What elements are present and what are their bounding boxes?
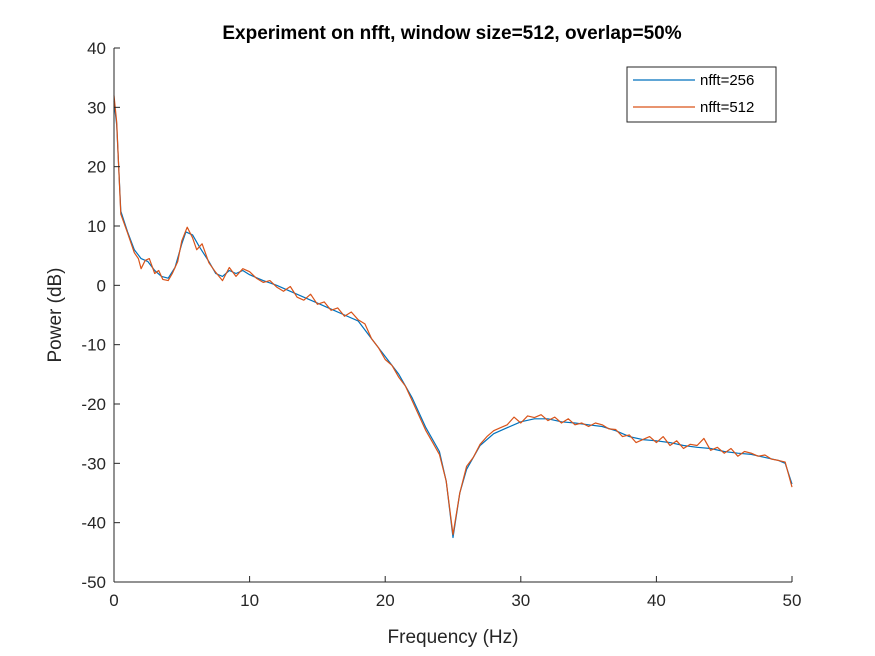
legend-label-nfft-512: nfft=512 — [700, 99, 754, 116]
y-tick-label: 30 — [87, 98, 106, 117]
x-axis-label: Frequency (Hz) — [388, 627, 519, 648]
y-tick-label: 40 — [87, 39, 106, 58]
plot-area: 0 10 20 30 40 50 40 30 20 10 0 -10 -20 -30 -40 -50 — [81, 39, 801, 610]
x-tick-label: 10 — [240, 591, 259, 610]
y-tick-label: 20 — [87, 158, 106, 177]
y-tick-label: 10 — [87, 217, 106, 236]
legend: nfft=256 nfft=512 — [626, 66, 777, 123]
x-ticks: 0 10 20 30 40 50 — [109, 576, 801, 610]
series-line-nfft-512 — [113, 95, 793, 536]
y-ticks: 40 30 20 10 0 -10 -20 -30 -40 -50 — [81, 39, 120, 592]
y-axis-label: Power (dB) — [45, 267, 66, 362]
x-tick-label: 40 — [647, 591, 666, 610]
series-layer — [113, 95, 793, 539]
plot-background — [114, 48, 792, 582]
y-tick-label: -30 — [81, 454, 106, 473]
chart-title: Experiment on nfft, window size=512, ove… — [222, 23, 681, 44]
y-tick-label: -10 — [81, 336, 106, 355]
y-tick-label: -50 — [81, 573, 106, 592]
legend-box — [626, 66, 777, 123]
y-tick-label: 0 — [97, 276, 106, 295]
x-tick-label: 50 — [783, 591, 802, 610]
y-tick-label: -20 — [81, 395, 106, 414]
x-tick-label: 0 — [109, 591, 118, 610]
legend-label-nfft-256: nfft=256 — [700, 72, 754, 89]
x-tick-label: 20 — [376, 591, 395, 610]
x-tick-label: 30 — [511, 591, 530, 610]
y-tick-label: -40 — [81, 514, 106, 533]
